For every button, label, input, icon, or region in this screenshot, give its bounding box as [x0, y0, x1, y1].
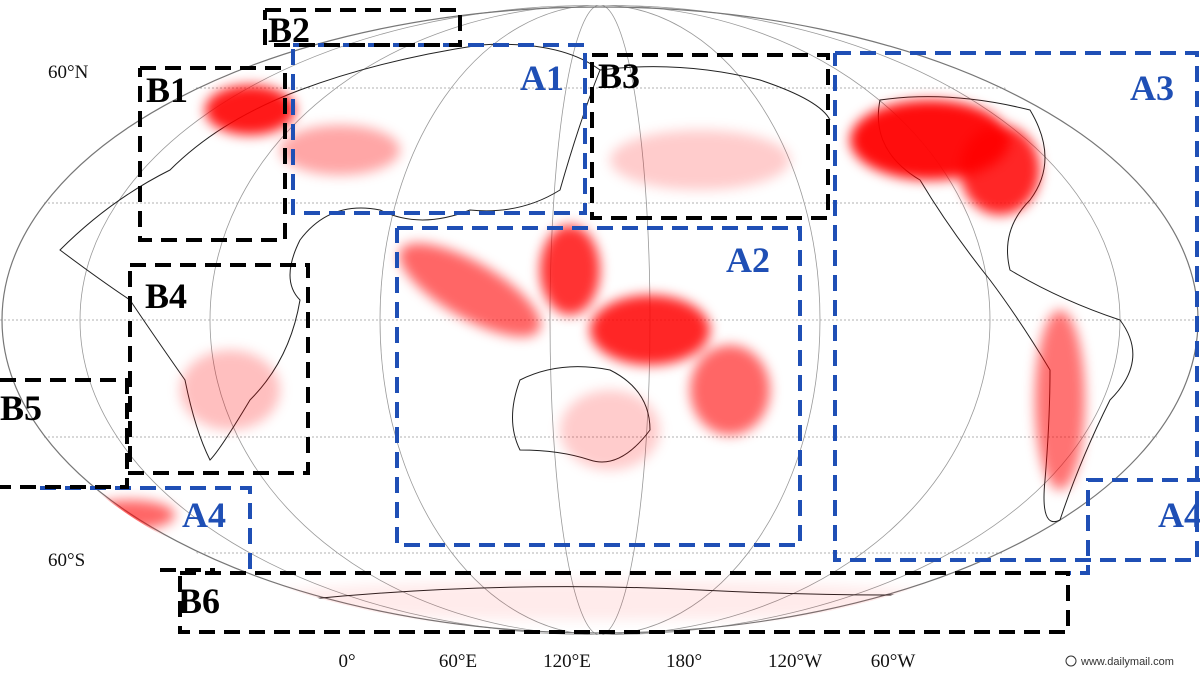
- lon-label: 180°: [666, 651, 702, 672]
- labels: A1 A2 A3 A4 A4 B1 B2 B3 B4 B5 B6 60°N 60°S 0° 60°E 120°…: [0, 10, 1200, 672]
- region-box: [263, 8, 462, 47]
- region-box: [395, 226, 802, 547]
- lon-label: 120°E: [543, 651, 591, 672]
- region-label: A4: [182, 495, 226, 535]
- region-box: [291, 43, 587, 215]
- lon-label: 60°W: [871, 651, 916, 672]
- region-label: B1: [146, 70, 188, 110]
- region-box: [128, 263, 310, 475]
- region-label: A1: [520, 58, 564, 98]
- credit: www.dailymail.com: [1080, 656, 1174, 668]
- region-box: [590, 53, 830, 220]
- lon-label: 0°: [338, 651, 355, 672]
- region-box: [833, 51, 1199, 562]
- region-box: [0, 378, 129, 489]
- region-label: B3: [598, 56, 640, 96]
- region-label: B5: [0, 388, 42, 428]
- lat-label: 60°S: [48, 550, 85, 571]
- region-box: [178, 571, 1070, 634]
- lon-label: 120°W: [768, 651, 822, 672]
- region-label: B2: [268, 10, 310, 50]
- region-label: B4: [145, 276, 187, 316]
- region-label: A3: [1130, 68, 1174, 108]
- region-boxes: [0, 8, 1200, 634]
- region-label: B6: [178, 581, 220, 621]
- region-label: A2: [726, 240, 770, 280]
- heatmap: [85, 85, 1150, 620]
- credit-badge: www.dailymail.com: [1065, 655, 1174, 668]
- lat-label: 60°N: [48, 62, 89, 83]
- lon-label: 60°E: [439, 651, 477, 672]
- region-label: A4: [1158, 495, 1200, 535]
